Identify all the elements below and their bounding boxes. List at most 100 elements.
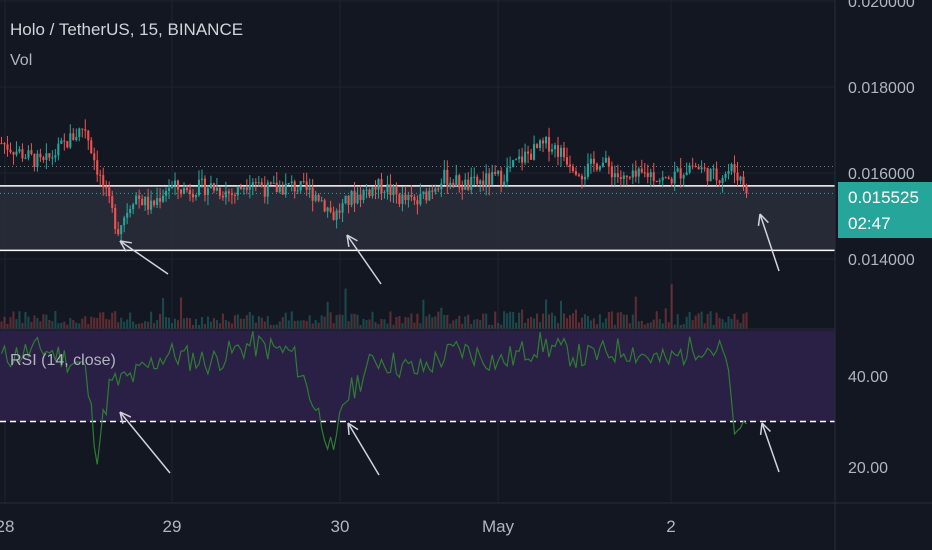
candle	[341, 198, 344, 223]
volume-bar	[697, 313, 700, 329]
volume-bar	[135, 324, 138, 329]
candle	[269, 181, 272, 186]
candle	[203, 175, 206, 202]
candle	[344, 195, 347, 205]
candle	[93, 147, 96, 170]
candle	[314, 190, 317, 203]
volume-bar	[452, 320, 455, 329]
volume-bar	[559, 300, 563, 329]
symbol-legend[interactable]: Holo / TetherUS, 15, BINANCE	[10, 20, 244, 39]
candle	[209, 175, 212, 189]
volume-bar	[718, 317, 721, 329]
volume-bar	[733, 313, 736, 329]
volume-bar	[209, 321, 212, 329]
volume-bar	[467, 314, 470, 329]
candle	[18, 146, 21, 154]
candle	[335, 208, 338, 229]
candle	[123, 215, 126, 233]
volume-bar	[159, 313, 162, 329]
volume-bar	[473, 319, 476, 329]
volume-bar	[679, 324, 682, 329]
candle	[332, 206, 335, 221]
y-tick-label: 0.018000	[848, 80, 915, 97]
volume-bar	[613, 324, 616, 329]
volume-bar	[715, 312, 718, 329]
volume-bar	[293, 320, 296, 329]
candle	[159, 188, 162, 209]
volume-bar	[326, 301, 329, 329]
volume-legend[interactable]: Vol	[10, 52, 33, 69]
volume-bar	[479, 320, 482, 329]
volume-bar	[66, 324, 69, 329]
candle	[338, 203, 341, 219]
candle	[3, 142, 6, 154]
annotation-arrow[interactable]	[346, 234, 382, 285]
volume-bar	[544, 299, 548, 329]
volume-bar	[182, 318, 186, 329]
volume-bar	[383, 319, 386, 329]
volume-bar	[745, 312, 748, 329]
volume-bar	[191, 324, 195, 329]
volume-bar	[341, 314, 344, 329]
annotation-arrow[interactable]	[119, 411, 171, 474]
candle	[254, 178, 257, 192]
candle	[646, 164, 649, 184]
candle	[84, 119, 87, 139]
candle	[221, 191, 224, 201]
volume-bar	[518, 312, 521, 329]
candle	[601, 157, 604, 168]
candle	[580, 173, 583, 189]
volume-bar	[233, 315, 236, 329]
last-price-tag: 0.015525 02:47	[838, 182, 932, 238]
volume-bar	[583, 314, 586, 329]
volume-bar	[111, 312, 114, 329]
candle	[742, 171, 745, 191]
volume-bar	[515, 322, 518, 329]
volume-bar	[703, 323, 706, 329]
candle	[524, 143, 527, 165]
volume-bar	[93, 317, 96, 329]
annotation-arrows[interactable]	[119, 213, 780, 476]
volume-bar	[12, 311, 15, 329]
volume-bar	[114, 311, 117, 329]
candle	[610, 161, 613, 186]
candle	[230, 188, 233, 205]
candle	[574, 167, 578, 177]
rsi-band	[0, 330, 835, 422]
candle	[66, 140, 69, 149]
volume-bar	[604, 318, 607, 329]
annotation-arrow[interactable]	[759, 422, 780, 473]
candle	[99, 169, 102, 186]
volume-bar	[102, 312, 105, 329]
volume-bar	[30, 321, 33, 329]
volume-bar	[242, 318, 245, 329]
volume-bar	[437, 311, 440, 329]
volume-bar	[509, 311, 512, 329]
volume-bar	[87, 323, 90, 329]
volume-bar	[197, 324, 201, 329]
candle	[266, 179, 269, 205]
volume-bar	[413, 322, 416, 329]
volume-bar	[212, 318, 215, 329]
volume-bar	[224, 319, 227, 329]
volume-bar	[470, 324, 473, 329]
candle	[386, 175, 389, 200]
rsi-legend[interactable]: RSI (14, close)	[10, 352, 116, 369]
volume-bar	[215, 320, 218, 329]
volume-bar	[0, 321, 3, 329]
volume-bar	[90, 316, 93, 329]
candle	[431, 184, 434, 200]
volume-bar	[458, 315, 461, 329]
volume-bar	[162, 298, 165, 329]
candle	[664, 176, 667, 179]
annotation-arrow[interactable]	[347, 422, 380, 476]
volume-bar	[736, 319, 739, 329]
candle	[721, 175, 724, 193]
candle	[595, 162, 598, 172]
annotation-arrow[interactable]	[757, 213, 780, 272]
annotation-arrow[interactable]	[119, 240, 169, 275]
volume-bar	[144, 321, 147, 329]
volume-bar	[251, 315, 254, 329]
candle	[302, 172, 305, 184]
